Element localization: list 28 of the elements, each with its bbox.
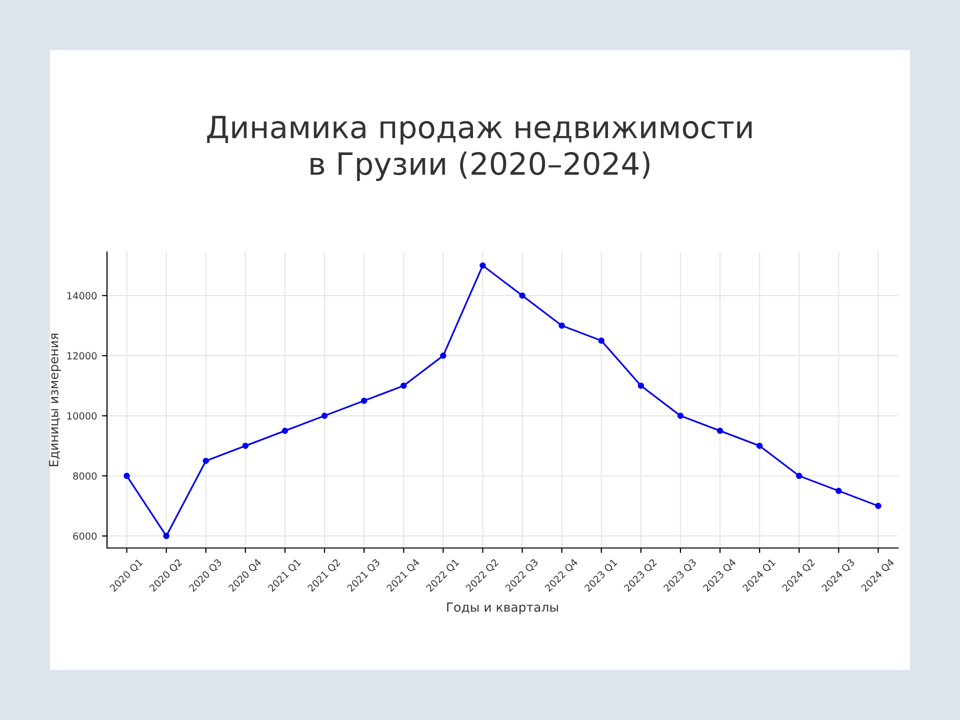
point [321,412,328,419]
point [163,532,170,540]
point [638,382,644,389]
y-axis-title: Единицы измерения [49,334,61,466]
y-tick-label: 6000 [73,532,97,540]
x-axis-title: Годы и кварталы [447,602,558,614]
point [242,442,249,449]
point [598,338,604,344]
y-tick-label: 10000 [67,412,97,420]
point [875,502,882,510]
y-tick-label: 14000 [67,292,97,300]
y-tick-label: 8000 [73,472,97,480]
point [440,352,446,359]
point [558,322,565,329]
point [677,412,684,419]
point [836,488,842,494]
chart-title: Динамика продаж недвижимости в Грузии (2020–2024) [207,116,752,182]
point [202,458,209,464]
point [400,382,407,389]
point [519,292,526,299]
point [796,472,802,480]
point [124,472,130,480]
point [480,262,486,269]
point [360,398,368,404]
y-tick-label: 12000 [67,352,97,360]
point [716,428,724,434]
point [756,442,763,449]
point [282,428,288,434]
